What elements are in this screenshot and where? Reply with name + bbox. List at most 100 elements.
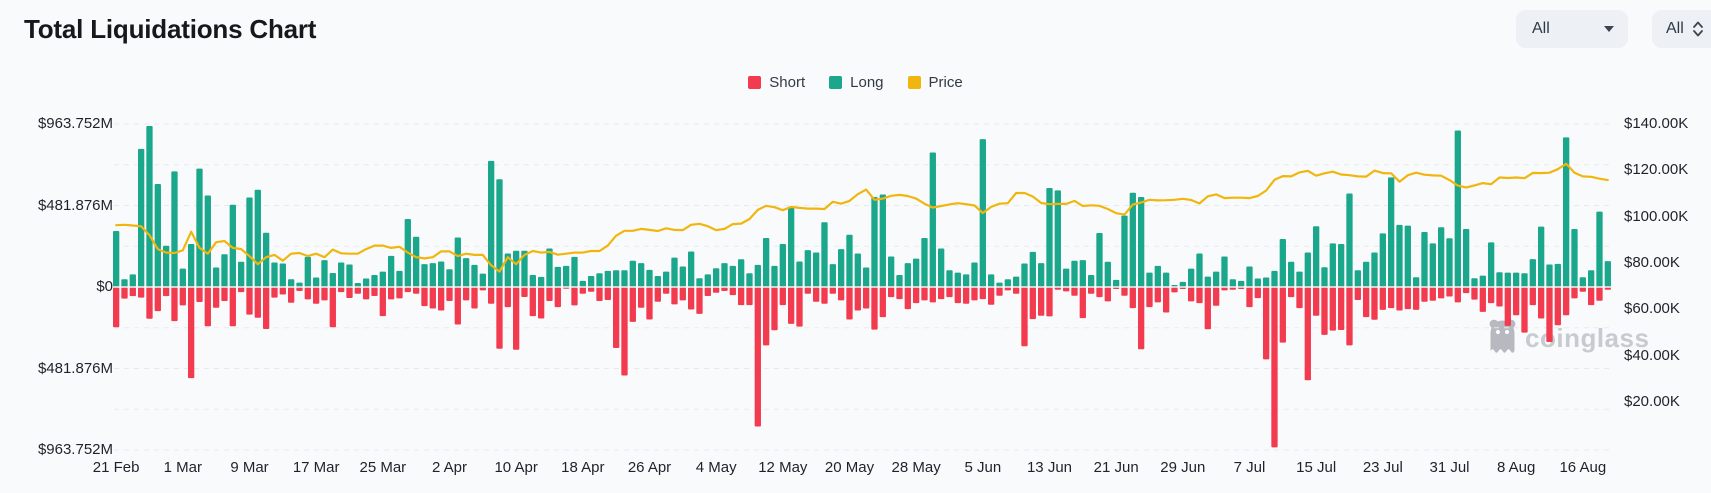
- legend-label-price: Price: [928, 74, 963, 91]
- long-bar: [688, 251, 695, 287]
- short-bar: [1246, 287, 1253, 308]
- long-bar: [1263, 277, 1270, 287]
- short-bar: [954, 287, 961, 304]
- short-bar: [1363, 287, 1370, 318]
- long-bar: [1304, 252, 1311, 287]
- short-swatch: [748, 76, 762, 89]
- long-bars[interactable]: [113, 125, 1611, 287]
- long-bar: [521, 250, 528, 287]
- x-axis-date-label: 1 Mar: [163, 459, 202, 476]
- short-bar: [946, 287, 953, 298]
- short-bar: [763, 287, 770, 346]
- short-bar: [1529, 287, 1536, 306]
- short-bar: [254, 287, 261, 318]
- long-bar: [1413, 277, 1420, 287]
- long-bar: [279, 263, 286, 287]
- caret-down-icon: [1604, 26, 1614, 32]
- long-bar: [904, 263, 911, 287]
- long-bar: [596, 273, 603, 287]
- long-bar: [163, 245, 170, 287]
- short-bars[interactable]: [113, 287, 1611, 448]
- price-line[interactable]: [115, 162, 1609, 273]
- long-bar: [929, 152, 936, 287]
- long-bar: [829, 264, 836, 287]
- short-bar: [813, 287, 820, 302]
- x-axis-date-label: 26 Apr: [627, 459, 672, 476]
- long-bar: [804, 250, 811, 287]
- long-bar: [1246, 266, 1253, 287]
- short-bar: [713, 287, 720, 293]
- short-bar: [704, 287, 711, 296]
- short-bar: [1263, 287, 1270, 360]
- long-bar: [1579, 277, 1586, 287]
- short-bar: [1579, 287, 1586, 292]
- long-bar: [1063, 268, 1070, 287]
- short-bar: [146, 287, 153, 319]
- short-bar: [138, 287, 145, 298]
- legend-item-long[interactable]: Long: [829, 74, 884, 91]
- long-bar: [238, 261, 245, 287]
- long-bar: [1504, 272, 1511, 287]
- short-bar: [729, 287, 736, 296]
- long-bar: [146, 125, 153, 287]
- long-bar: [121, 279, 128, 287]
- long-bar: [1254, 278, 1261, 287]
- pair-select[interactable]: All: [1516, 10, 1628, 48]
- pair-select-value: All: [1532, 20, 1550, 37]
- short-bar: [1588, 287, 1595, 306]
- short-bar: [1296, 287, 1303, 309]
- long-bar: [271, 262, 278, 287]
- short-bar: [1338, 287, 1345, 330]
- short-bar: [838, 287, 845, 301]
- long-bar: [563, 265, 570, 287]
- long-bar: [1213, 271, 1220, 287]
- short-bar: [538, 287, 545, 319]
- short-bar: [571, 287, 578, 306]
- long-bar: [1554, 263, 1561, 287]
- range-select[interactable]: All: [1652, 10, 1711, 48]
- short-bar: [388, 287, 395, 300]
- long-bar: [1471, 278, 1478, 287]
- long-bar: [913, 258, 920, 287]
- short-bar: [1479, 287, 1486, 312]
- long-bar: [1538, 226, 1545, 287]
- short-bar: [521, 287, 528, 297]
- short-bar: [1404, 287, 1411, 310]
- long-bar: [821, 222, 828, 287]
- long-bar: [738, 259, 745, 287]
- short-bar: [1088, 287, 1095, 294]
- short-bar: [454, 287, 461, 325]
- short-bar: [613, 287, 620, 349]
- long-bar: [196, 168, 203, 287]
- short-bar: [913, 287, 920, 304]
- long-bar: [1004, 279, 1011, 287]
- long-bar: [1163, 272, 1170, 287]
- short-bar: [379, 287, 386, 317]
- short-bar: [846, 287, 853, 320]
- short-bar: [996, 287, 1003, 296]
- short-bar: [863, 287, 870, 309]
- long-bar: [629, 260, 636, 287]
- short-bar: [1196, 287, 1203, 304]
- short-bar: [1129, 287, 1136, 309]
- legend-label-long: Long: [850, 74, 884, 91]
- long-bar: [1454, 130, 1461, 287]
- short-bar: [529, 287, 536, 317]
- short-bar: [1188, 287, 1195, 302]
- long-bar: [888, 256, 895, 287]
- short-bar: [113, 287, 120, 328]
- long-bar: [446, 269, 453, 287]
- short-bar: [496, 287, 503, 349]
- short-bar: [1429, 287, 1436, 301]
- short-bar: [1213, 287, 1220, 306]
- price-swatch: [907, 76, 921, 89]
- long-bar: [996, 282, 1003, 287]
- short-bar: [471, 287, 478, 309]
- legend-item-short[interactable]: Short: [748, 74, 805, 91]
- short-bar: [988, 287, 995, 305]
- long-bar: [988, 274, 995, 287]
- short-bar: [638, 287, 645, 308]
- legend-item-price[interactable]: Price: [907, 74, 963, 91]
- long-bar: [1438, 227, 1445, 287]
